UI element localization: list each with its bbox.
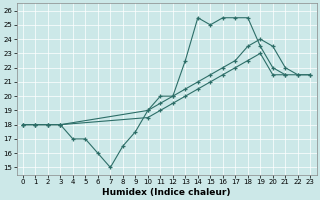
X-axis label: Humidex (Indice chaleur): Humidex (Indice chaleur) [102,188,231,197]
